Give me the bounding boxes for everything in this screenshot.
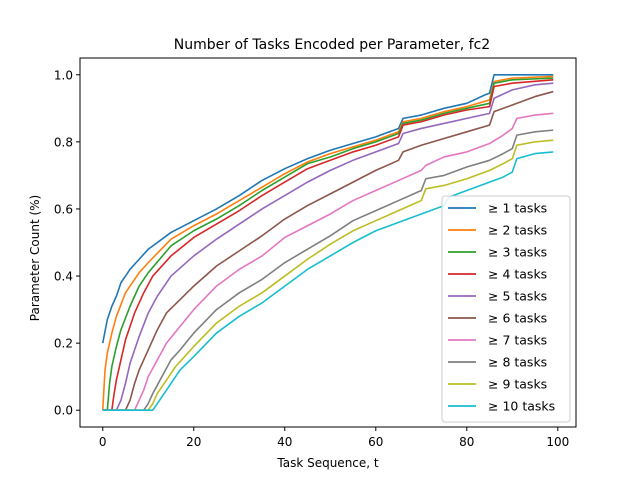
series-line-3 [102,77,554,412]
series-line-2 [101,75,554,411]
legend-label-3: ≥ 3 tasks [488,245,547,260]
legend-label-8: ≥ 8 tasks [488,355,547,370]
axes: 0 20 40 60 80 100 0.0 0.2 0.4 0.6 0.8 1.0 [54,57,577,449]
y-tick-label: 0.6 [54,202,73,216]
y-tick-label: 0.2 [54,337,73,351]
legend-label-6: ≥ 6 tasks [488,311,547,326]
legend-label-2: ≥ 2 tasks [488,223,547,238]
legend-label-9: ≥ 9 tasks [488,377,547,392]
series-lines [101,73,554,412]
y-tick-label: 0.4 [54,270,73,284]
series-line-1 [101,73,554,344]
x-tick-label: 40 [277,435,292,449]
series-line-10 [102,151,554,412]
legend: ≥ 1 tasks ≥ 2 tasks ≥ 3 tasks ≥ 4 tasks ≥ 5 … [441,195,571,423]
legend-label-4: ≥ 4 tasks [488,267,547,282]
x-tick-label: 80 [459,435,474,449]
legend-label-5: ≥ 5 tasks [488,289,547,304]
legend-label-10: ≥ 10 tasks [488,399,555,414]
x-tick-label: 0 [99,435,107,449]
legend-label-1: ≥ 1 tasks [488,201,547,216]
chart-title: Number of Tasks Encoded per Parameter, f… [174,37,490,53]
series-line-4 [102,79,554,412]
x-tick-label: 20 [186,435,201,449]
x-tick-label: 100 [546,435,569,449]
plot-area [101,73,554,412]
y-tick-label: 0.0 [54,404,73,418]
y-axis-label: Parameter Count (%) [28,195,42,321]
y-tick-label: 1.0 [54,68,73,82]
y-tick-label: 0.8 [54,135,73,149]
plot-frame [79,57,577,428]
series-line-6 [102,90,554,412]
x-axis-label: Task Sequence, t [276,456,379,470]
legend-label-7: ≥ 7 tasks [488,333,547,348]
x-tick-label: 60 [368,435,383,449]
series-line-5 [102,82,554,412]
